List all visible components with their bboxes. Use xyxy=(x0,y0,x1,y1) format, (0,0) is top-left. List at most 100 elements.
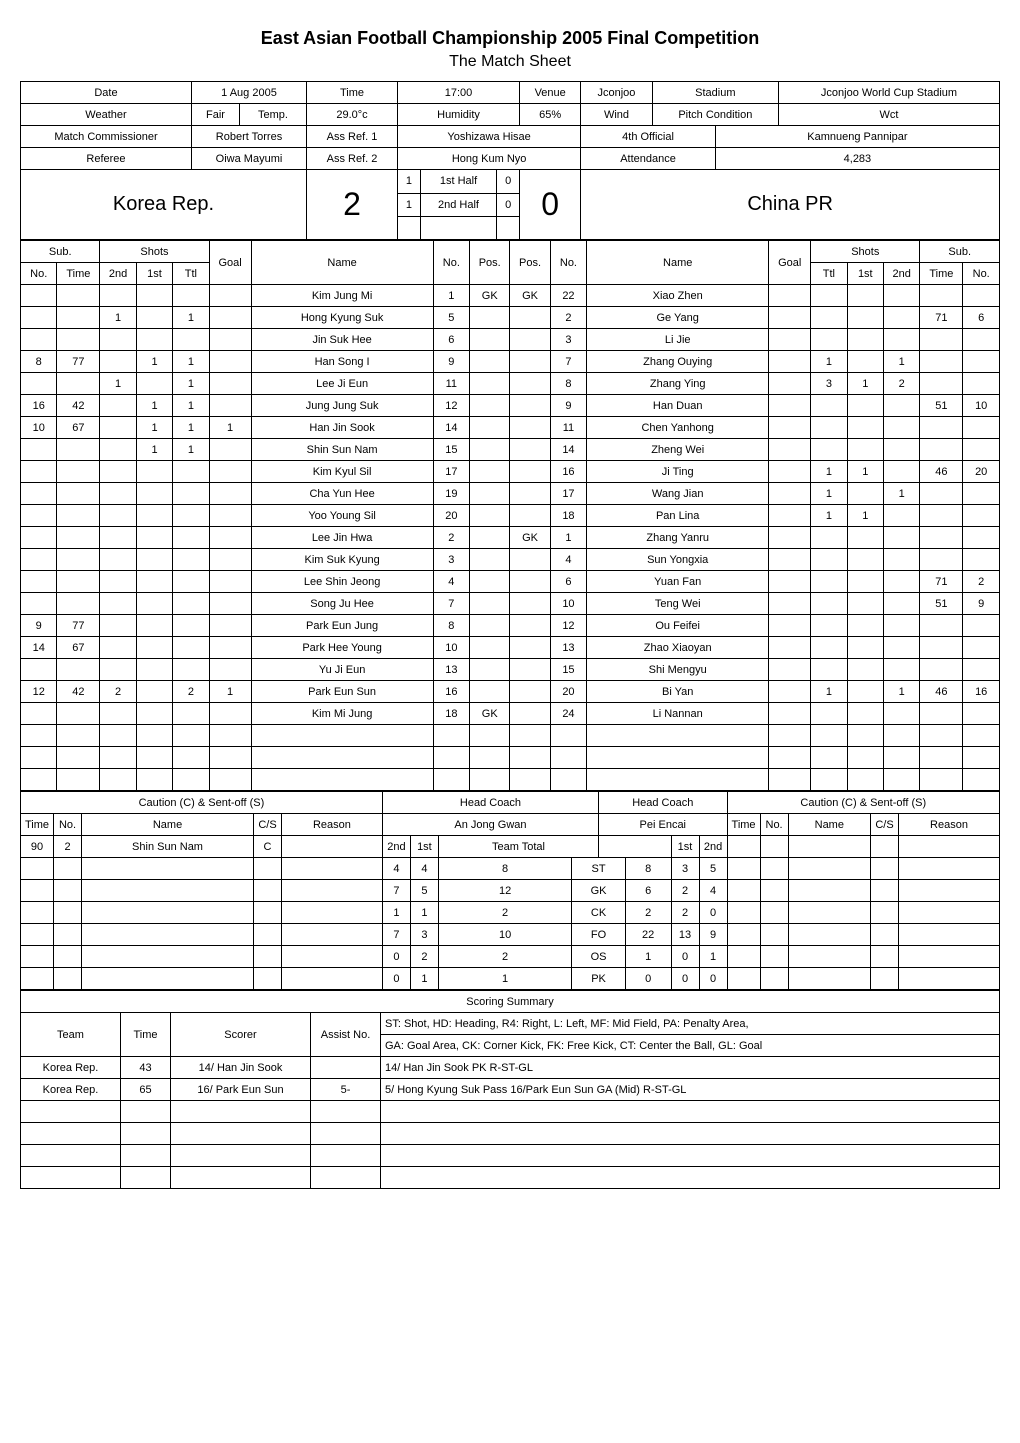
date-label: Date xyxy=(21,82,192,104)
scoring-label: Scoring Summary xyxy=(21,991,1000,1013)
c-name-a: Name xyxy=(788,814,870,836)
temp-value: 29.0°c xyxy=(307,104,398,126)
time-label: Time xyxy=(307,82,398,104)
roster-row: 977Park Eun Jung812Ou Feifei xyxy=(21,615,1000,637)
ar2-value: Hong Kum Nyo xyxy=(397,148,580,170)
weather-value: Fair xyxy=(191,104,239,126)
roster-row: 11Shin Sun Nam1514Zheng Wei xyxy=(21,439,1000,461)
team-total-row: 011PK000 xyxy=(21,968,1000,990)
hdr-2nd-h: 2nd xyxy=(100,263,136,285)
second-half-label: 2nd Half xyxy=(420,193,496,216)
scoring-table: Scoring Summary Team Time Scorer Assist … xyxy=(20,990,1000,1189)
caution-label-home: Caution (C) & Sent-off (S) xyxy=(21,792,383,814)
venue-label: Venue xyxy=(520,82,581,104)
hdr-no-home: No. xyxy=(433,241,469,285)
s-team-label: Team xyxy=(21,1013,121,1057)
hdr-ttl-a: Ttl xyxy=(811,263,847,285)
c-cs-a: C/S xyxy=(871,814,899,836)
hdr-pos-home: Pos. xyxy=(470,241,510,285)
roster-table: Sub. Shots Goal Name No. Pos. Pos. No. N… xyxy=(20,240,1000,791)
roster-row: Song Ju Hee710Teng Wei519 xyxy=(21,593,1000,615)
hdr-1st-h: 1st xyxy=(136,263,172,285)
hdr-no-away: No. xyxy=(550,241,586,285)
hdr-name-home: Name xyxy=(251,241,433,285)
roster-row: Kim Kyul Sil1716Ji Ting114620 xyxy=(21,461,1000,483)
away-1h: 0 xyxy=(497,170,519,193)
team-total-row: 7512GK624 xyxy=(21,880,1000,902)
humidity-label: Humidity xyxy=(397,104,519,126)
ar1-value: Yoshizawa Hisae xyxy=(397,126,580,148)
mc-label: Match Commissioner xyxy=(21,126,192,148)
hdr-goal-home: Goal xyxy=(209,241,251,285)
caution-label-away: Caution (C) & Sent-off (S) xyxy=(727,792,999,814)
away-2h: 0 xyxy=(497,193,519,216)
team-total-row: 022OS101 xyxy=(21,946,1000,968)
roster-row: 1242221Park Eun Sun1620Bi Yan114616 xyxy=(21,681,1000,703)
roster-row: Kim Suk Kyung34Sun Yongxia xyxy=(21,549,1000,571)
headcoach-label-home: Head Coach xyxy=(382,792,598,814)
c-reason-h: Reason xyxy=(281,814,382,836)
s-legend1: ST: Shot, HD: Heading, R4: Right, L: Lef… xyxy=(381,1013,1000,1035)
c-no-h: No. xyxy=(54,814,82,836)
time-value: 17:00 xyxy=(397,82,519,104)
tt-2nd-h: 2nd xyxy=(382,836,410,858)
s-legend2: GA: Goal Area, CK: Corner Kick, FK: Free… xyxy=(381,1035,1000,1057)
roster-row-empty xyxy=(21,769,1000,791)
caution-cs: C xyxy=(253,836,281,858)
hdr-goal-away: Goal xyxy=(769,241,811,285)
hdr-sub-away: Sub. xyxy=(920,241,1000,263)
roster-row: 1067111Han Jin Sook1411Chen Yanhong xyxy=(21,417,1000,439)
hdr-subno-h: No. xyxy=(21,263,57,285)
roster-row-empty xyxy=(21,725,1000,747)
ar2-label: Ass Ref. 2 xyxy=(307,148,398,170)
tt-1st-h: 1st xyxy=(410,836,438,858)
roster-row: 164211Jung Jung Suk129Han Duan5110 xyxy=(21,395,1000,417)
away-coach: Pei Encai xyxy=(599,814,727,836)
wind-label: Wind xyxy=(581,104,652,126)
roster-row: 87711Han Song I97Zhang Ouying11 xyxy=(21,351,1000,373)
c-reason-a: Reason xyxy=(899,814,1000,836)
team-total-row: 448ST835 xyxy=(21,858,1000,880)
home-2h: 1 xyxy=(398,193,420,216)
scoring-row: Korea Rep.6516/ Park Eun Sun5-5/ Hong Ky… xyxy=(21,1079,1000,1101)
caution-time: 90 xyxy=(21,836,54,858)
hdr-1st-a: 1st xyxy=(847,263,883,285)
header-table: Date 1 Aug 2005 Time 17:00 Venue Jconjoo… xyxy=(20,81,1000,240)
away-score: 0 xyxy=(520,170,581,240)
humidity-value: 65% xyxy=(520,104,581,126)
first-half-label: 1st Half xyxy=(420,170,496,193)
page-subtitle: The Match Sheet xyxy=(20,53,1000,71)
hdr-pos-away: Pos. xyxy=(510,241,550,285)
stadium-value: Jconjoo World Cup Stadium xyxy=(778,82,999,104)
referee-value: Oiwa Mayumi xyxy=(191,148,306,170)
tt-2nd-a: 2nd xyxy=(699,836,727,858)
coach-table: Caution (C) & Sent-off (S) Head Coach He… xyxy=(20,791,1000,990)
ar1-label: Ass Ref. 1 xyxy=(307,126,398,148)
caution-name: Shin Sun Nam xyxy=(82,836,254,858)
roster-row: 1467Park Hee Young1013Zhao Xiaoyan xyxy=(21,637,1000,659)
s-assist-label: Assist No. xyxy=(311,1013,381,1057)
s-time-label: Time xyxy=(121,1013,171,1057)
roster-row: Cha Yun Hee1917Wang Jian11 xyxy=(21,483,1000,505)
hdr-ttl-h: Ttl xyxy=(173,263,209,285)
c-cs-h: C/S xyxy=(253,814,281,836)
roster-row: Yu Ji Eun1315Shi Mengyu xyxy=(21,659,1000,681)
home-team: Korea Rep. xyxy=(21,170,307,240)
roster-row: Lee Jin Hwa2GK1Zhang Yanru xyxy=(21,527,1000,549)
referee-label: Referee xyxy=(21,148,192,170)
temp-label: Temp. xyxy=(240,104,307,126)
hdr-shots-away: Shots xyxy=(811,241,920,263)
hdr-name-away: Name xyxy=(587,241,769,285)
hdr-sub-home: Sub. xyxy=(21,241,100,263)
c-no-a: No. xyxy=(760,814,788,836)
page-title: East Asian Football Championship 2005 Fi… xyxy=(20,28,1000,49)
roster-row: 11Lee Ji Eun118Zhang Ying312 xyxy=(21,373,1000,395)
tt-1st-a: 1st xyxy=(671,836,699,858)
c-name-h: Name xyxy=(82,814,254,836)
team-total-row: 112CK220 xyxy=(21,902,1000,924)
home-1h: 1 xyxy=(398,170,420,193)
c-time-h: Time xyxy=(21,814,54,836)
team-total-row: 7310FO22139 xyxy=(21,924,1000,946)
pitch-label: Pitch Condition xyxy=(652,104,778,126)
hdr-subno-a: No. xyxy=(963,263,1000,285)
